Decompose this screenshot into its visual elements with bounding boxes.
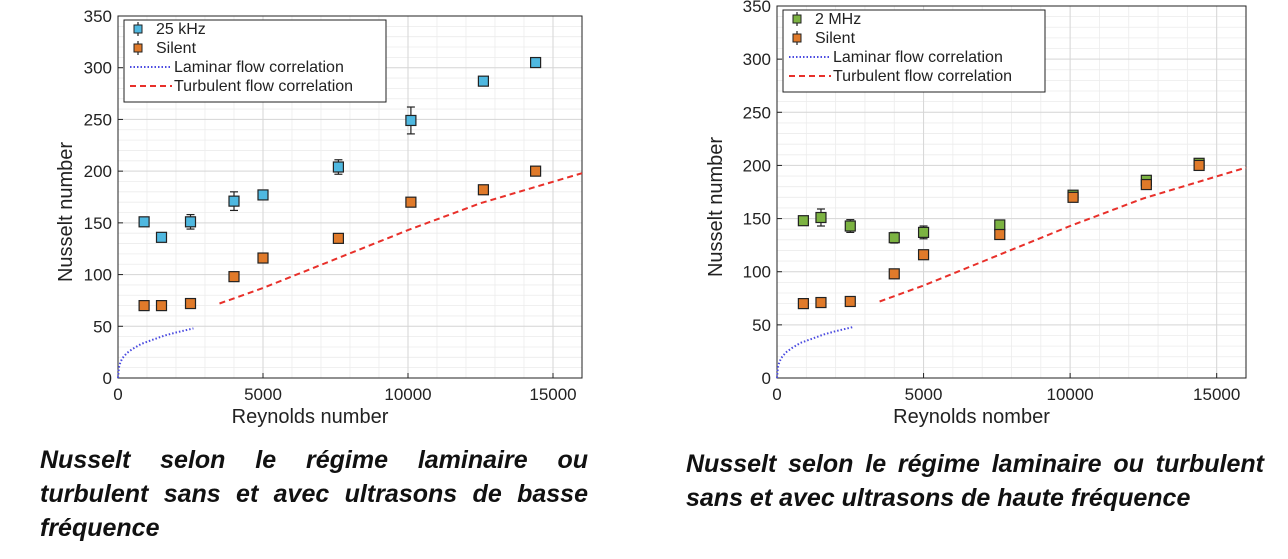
data-point bbox=[1067, 191, 1079, 203]
legend-label: Turbulent flow correlation bbox=[174, 78, 353, 95]
series-3 bbox=[219, 172, 583, 305]
data-point bbox=[155, 300, 168, 312]
series-3 bbox=[879, 166, 1247, 303]
legend-label: Silent bbox=[815, 30, 856, 47]
turbulent-correlation-line bbox=[219, 172, 583, 305]
caption-low-frequency: Nusselt selon le régime laminaire ou tur… bbox=[40, 446, 588, 542]
data-point bbox=[332, 161, 344, 173]
data-point bbox=[844, 220, 856, 232]
laminar-correlation-line bbox=[776, 326, 854, 379]
data-point bbox=[477, 184, 489, 196]
data-point bbox=[257, 252, 269, 264]
y-axis-label: Nusselt number bbox=[55, 142, 77, 282]
series-2 bbox=[776, 326, 854, 379]
chart-low-frequency: 0 5000 10000 15000 0 50 100 150 200 250 300 350 Reyn… bbox=[0, 0, 600, 440]
data-point bbox=[332, 232, 344, 244]
x-tick-label: 0 bbox=[113, 385, 122, 404]
legend: 2 MHz Silent Laminar flow correlation Turbu… bbox=[782, 9, 1046, 93]
y-tick-label: 300 bbox=[743, 50, 771, 69]
y-tick-label: 50 bbox=[752, 316, 771, 335]
data-point bbox=[888, 232, 900, 244]
data-point bbox=[405, 196, 417, 208]
data-point bbox=[815, 211, 827, 224]
chart-svg-high-frequency: 0 5000 10000 15000 0 50 100 150 200 250 300 350 Reyn… bbox=[705, 0, 1247, 428]
data-point bbox=[844, 295, 856, 308]
data-point bbox=[529, 165, 542, 177]
y-tick-label: 150 bbox=[743, 210, 771, 229]
data-point bbox=[815, 296, 827, 309]
data-point bbox=[477, 75, 489, 87]
axes-box bbox=[776, 5, 1247, 379]
caption-high-frequency: Nusselt selon le régime laminaire ou tur… bbox=[686, 450, 1264, 512]
data-point bbox=[155, 231, 168, 243]
y-tick-label: 250 bbox=[743, 103, 771, 122]
x-axis-label: Reynolds nomber bbox=[893, 406, 1050, 428]
series-1 bbox=[138, 165, 542, 312]
data-point bbox=[797, 298, 809, 310]
y-tick-label: 250 bbox=[84, 110, 112, 129]
chart-high-frequency: 0 5000 10000 15000 0 50 100 150 200 250 300 350 Reyn… bbox=[660, 0, 1288, 440]
legend-marker bbox=[792, 33, 802, 43]
x-tick-label: 15000 bbox=[529, 385, 576, 404]
legend-label: 25 kHz bbox=[156, 21, 206, 38]
x-tick-label: 15000 bbox=[1193, 385, 1240, 404]
y-tick-label: 300 bbox=[84, 59, 112, 78]
data-point bbox=[1193, 159, 1205, 172]
legend-marker bbox=[133, 24, 143, 34]
data-point bbox=[228, 195, 240, 207]
series-0 bbox=[138, 56, 542, 243]
data-point bbox=[797, 215, 809, 227]
y-tick-label: 50 bbox=[93, 317, 112, 336]
data-point bbox=[184, 297, 197, 310]
data-point bbox=[1140, 178, 1152, 191]
legend-marker bbox=[792, 14, 802, 24]
y-tick-label: 200 bbox=[743, 156, 771, 175]
legend-label: Laminar flow correlation bbox=[833, 49, 1003, 66]
data-point bbox=[138, 216, 150, 228]
data-point bbox=[917, 226, 930, 238]
legend-label: 2 MHz bbox=[815, 11, 861, 28]
y-tick-label: 200 bbox=[84, 162, 112, 181]
data-point bbox=[529, 56, 542, 69]
data-point bbox=[994, 228, 1006, 241]
legend-label: Silent bbox=[156, 40, 197, 57]
legend-marker bbox=[133, 43, 143, 53]
series-1 bbox=[797, 159, 1205, 310]
turbulent-correlation-line bbox=[879, 166, 1247, 303]
x-tick-label: 5000 bbox=[244, 385, 282, 404]
data-point bbox=[994, 219, 1006, 231]
x-tick-label: 0 bbox=[772, 385, 781, 404]
x-axis-label: Reynolds number bbox=[232, 406, 389, 428]
y-tick-label: 0 bbox=[103, 369, 112, 388]
y-tick-label: 350 bbox=[84, 7, 112, 26]
y-tick-label: 100 bbox=[84, 266, 112, 285]
data-point bbox=[184, 216, 197, 228]
legend-label: Laminar flow correlation bbox=[174, 59, 344, 76]
chart-svg-low-frequency: 0 5000 10000 15000 0 50 100 150 200 250 300 350 Reyn… bbox=[55, 7, 583, 428]
x-tick-label: 5000 bbox=[905, 385, 943, 404]
legend: 25 kHz Silent Laminar flow correlation Turb… bbox=[123, 19, 387, 103]
legend-box bbox=[123, 19, 387, 103]
legend-box bbox=[782, 9, 1046, 93]
data-point bbox=[228, 271, 240, 283]
y-tick-label: 150 bbox=[84, 214, 112, 233]
legend-label: Turbulent flow correlation bbox=[833, 68, 1012, 85]
data-point bbox=[888, 268, 900, 280]
x-tick-label: 10000 bbox=[384, 385, 431, 404]
y-tick-label: 0 bbox=[762, 369, 771, 388]
data-point bbox=[405, 114, 417, 127]
data-point bbox=[138, 300, 150, 312]
y-tick-label: 100 bbox=[743, 263, 771, 282]
y-axis-label: Nusselt number bbox=[705, 137, 727, 277]
data-point bbox=[917, 249, 930, 261]
y-tick-label: 350 bbox=[743, 0, 771, 16]
x-tick-label: 10000 bbox=[1046, 385, 1093, 404]
data-point bbox=[257, 189, 269, 201]
axes-box bbox=[117, 15, 583, 379]
